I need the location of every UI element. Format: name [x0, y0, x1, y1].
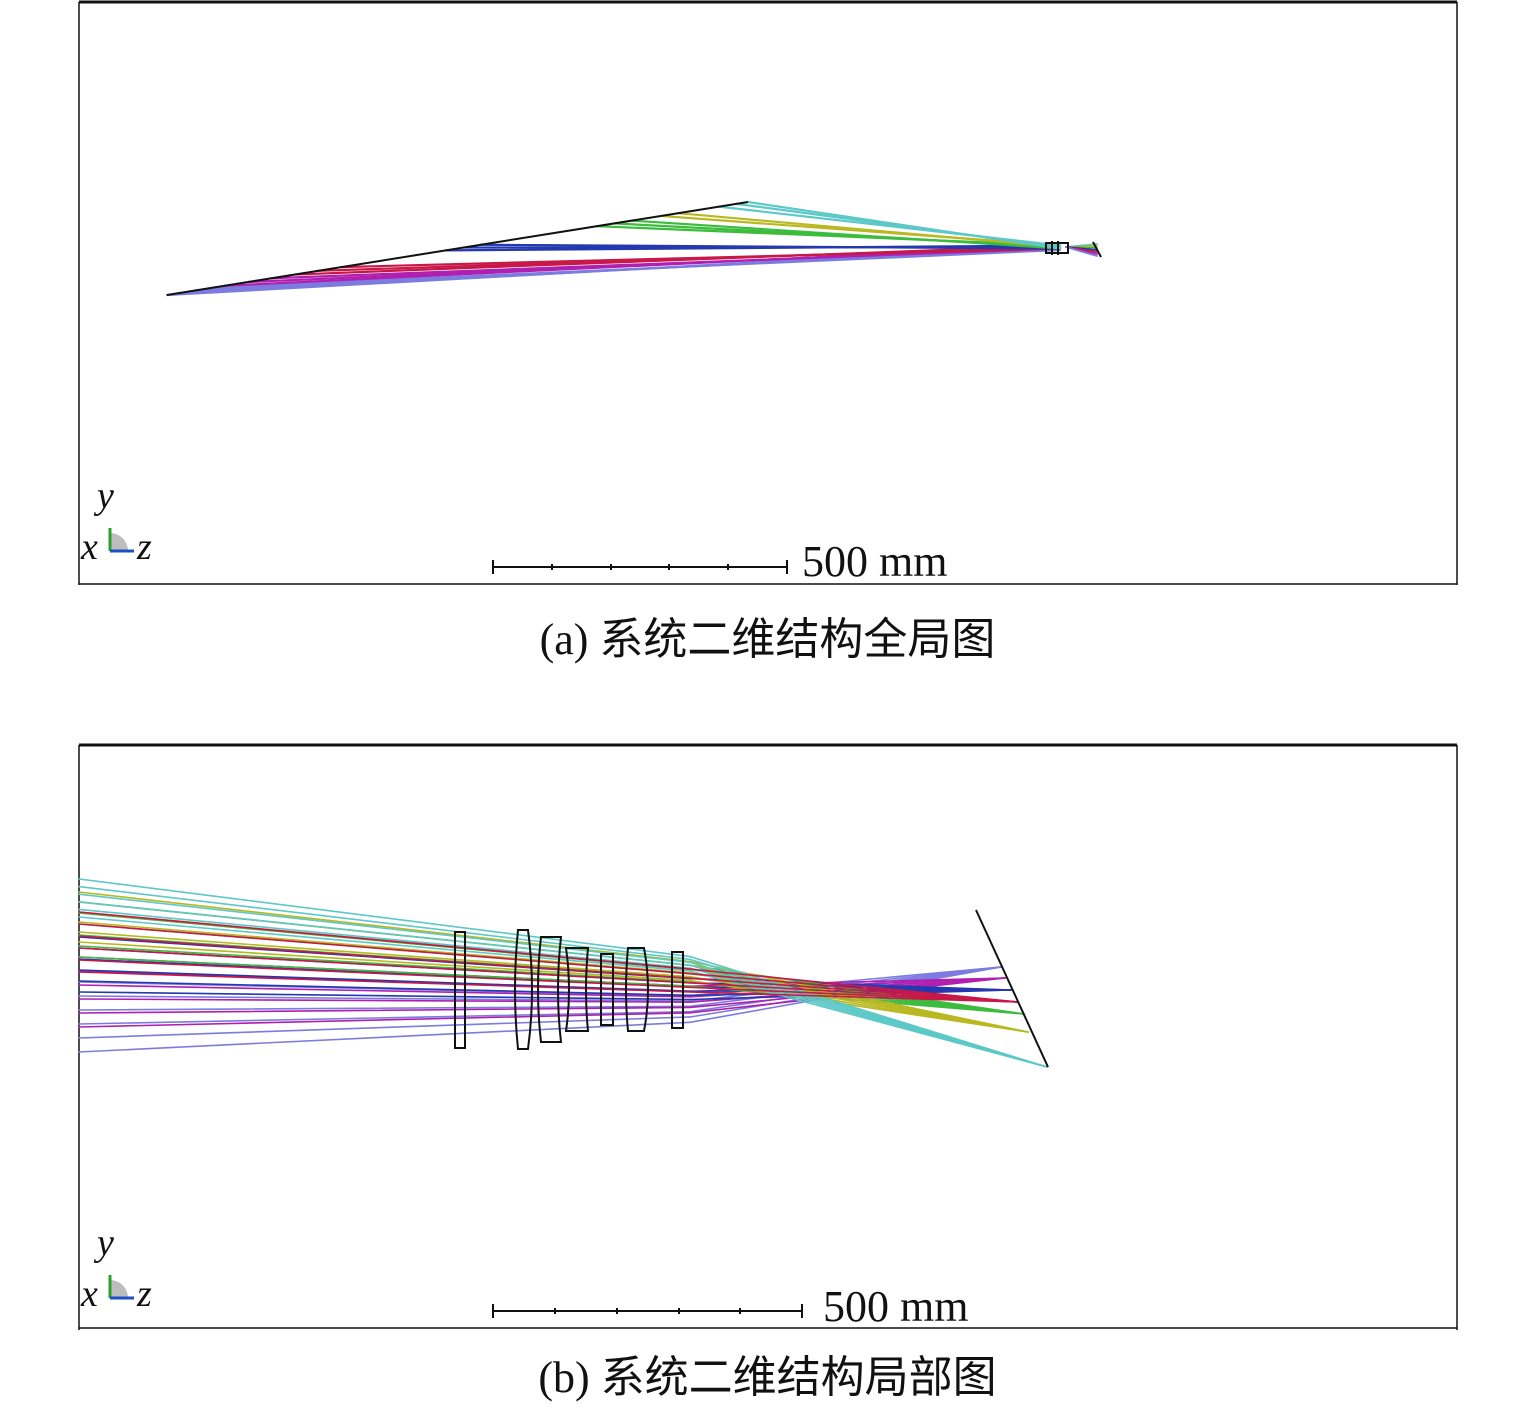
axis-triad-arc-icon [110, 1280, 128, 1298]
lens-6 [625, 947, 649, 1032]
axis-z-label: z [136, 526, 152, 568]
lens-4 [564, 947, 590, 1032]
ray [78, 984, 691, 998]
ray [78, 923, 691, 975]
ray [78, 991, 691, 1001]
lens-3 [537, 936, 563, 1043]
ray [78, 878, 691, 958]
lens-1 [454, 931, 466, 1049]
ray [78, 921, 691, 974]
ray [212, 248, 1062, 289]
caption-local: (b) 系统二维结构局部图 [538, 1353, 997, 1402]
local-layout-plot: y x z 500 mm [78, 743, 1458, 1331]
primary-mirror [166, 201, 749, 296]
axis-y-label: y [93, 1222, 114, 1264]
caption-global: (a) 系统二维结构全局图 [539, 615, 996, 664]
ray [630, 219, 1062, 250]
ray [78, 1005, 691, 1011]
ray [78, 1006, 691, 1014]
lens-elements [454, 929, 684, 1050]
image-plane [975, 909, 1049, 1068]
ray [1065, 246, 1098, 257]
ray [78, 995, 691, 1002]
ray [78, 911, 691, 970]
ray [78, 908, 691, 969]
ray [78, 998, 691, 1003]
lens-2 [514, 929, 533, 1050]
panel-global-layout: y x z 500 mm [0, 0, 1535, 590]
ray [340, 247, 1062, 269]
axis-y-label: y [93, 475, 114, 517]
lens-7 [671, 951, 684, 1029]
ray [78, 945, 691, 983]
panel-local-layout: y x z 500 mm [0, 742, 1535, 1332]
ray [78, 941, 691, 982]
ray [78, 1011, 691, 1028]
ray-fan-global [165, 200, 1098, 297]
lens-5 [600, 953, 614, 1026]
image-plane [1092, 241, 1102, 258]
axis-x-label: x [80, 526, 98, 568]
ray [78, 1016, 691, 1039]
ray [78, 916, 691, 972]
ray [78, 1010, 691, 1025]
ray [746, 200, 1062, 250]
ray [78, 980, 691, 997]
global-layout-plot: y x z 500 mm [78, 0, 1458, 586]
lens-group-mini [1045, 241, 1069, 255]
scale-bar: 500 mm [492, 1282, 968, 1331]
ray [78, 969, 691, 992]
axis-z-label: z [136, 1273, 152, 1315]
ray [677, 212, 1062, 249]
axis-triad: y x z [80, 1222, 152, 1315]
scale-label: 500 mm [823, 1282, 968, 1331]
ray [78, 931, 691, 978]
scale-bar: 500 mm [492, 537, 947, 586]
ray [78, 971, 691, 993]
ray [78, 959, 691, 989]
ray [689, 991, 1019, 1003]
axis-x-label: x [80, 1273, 98, 1315]
ray [78, 935, 691, 980]
ray [78, 947, 691, 984]
ray [78, 956, 691, 987]
ray-fan-local [78, 878, 1048, 1068]
scale-label: 500 mm [802, 537, 947, 586]
ray [270, 247, 1062, 280]
axis-triad-arc-icon [110, 533, 128, 551]
axis-triad: y x z [80, 475, 152, 568]
ray [479, 243, 1062, 250]
